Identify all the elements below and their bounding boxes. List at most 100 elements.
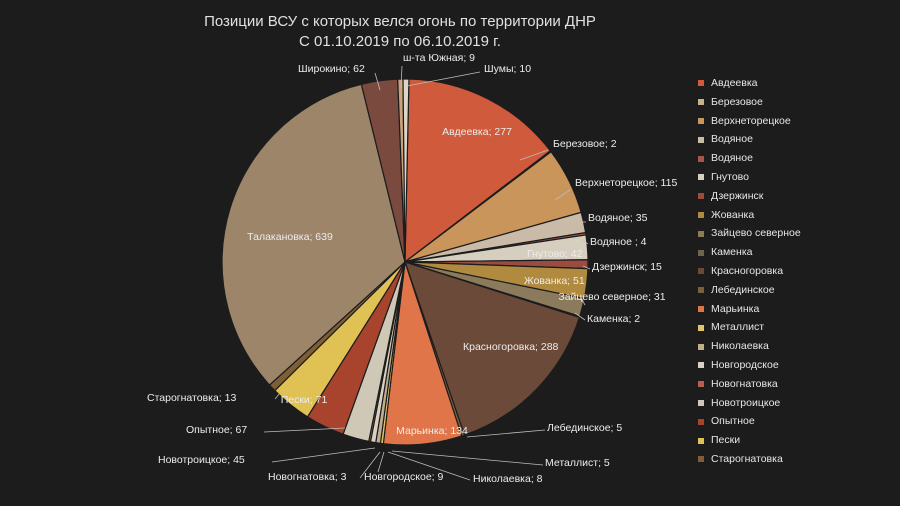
legend-label: Зайцево северное: [711, 227, 801, 240]
legend-item: Старогнатовка: [698, 450, 893, 469]
leader-line: [519, 149, 549, 161]
legend-label: Лебединское: [711, 283, 775, 296]
legend-label: Гнутово: [711, 170, 749, 183]
chart-title: Позиции ВСУ с которых велся огонь по тер…: [150, 12, 650, 52]
slice-label: Авдеевка; 277: [442, 126, 512, 138]
legend-label: Новгородское: [711, 358, 779, 371]
legend-label: Опытное: [711, 415, 755, 428]
legend-item: Лебединское: [698, 281, 893, 300]
slice-label: Березовое; 2: [553, 138, 617, 150]
slice-label: Шумы; 10: [484, 63, 531, 75]
legend-item: Красногоровка: [698, 262, 893, 281]
legend-label: Жованка: [711, 208, 755, 221]
slice-label: Широкино; 62: [298, 63, 365, 75]
legend-item: Гнутово: [698, 168, 893, 187]
slice-label: ш-та Южная; 9: [403, 52, 475, 64]
slice-label: Новогнатовка; 3: [268, 471, 347, 483]
slice-label: Водяное ; 4: [590, 236, 647, 248]
chart-legend: Авдеевка Березовое Верхнеторецкое Водяное Во…: [698, 74, 893, 469]
legend-item: Новотроицкое: [698, 394, 893, 413]
slice-label: Металлист; 5: [545, 457, 610, 469]
legend-item: Марьинка: [698, 300, 893, 319]
legend-swatch: [698, 117, 704, 124]
legend-item: Верхнеторецкое: [698, 112, 893, 131]
leader-line: [271, 447, 376, 463]
slice-label: Зайцево северное; 31: [558, 291, 665, 303]
legend-swatch: [698, 80, 704, 87]
legend-swatch: [698, 362, 704, 369]
legend-swatch: [698, 99, 704, 106]
legend-label: Каменка: [711, 246, 753, 259]
leader-line: [579, 295, 586, 306]
slice-label: Лебединское; 5: [547, 422, 622, 434]
legend-label: Металлист: [711, 321, 765, 334]
legend-label: Дзержинск: [711, 189, 764, 202]
legend-item: Водяное: [698, 130, 893, 149]
slice-label: Верхнеторецкое; 115: [575, 177, 677, 189]
legend-label: Верхнеторецкое: [711, 114, 791, 127]
slice-label: Талакановка; 639: [247, 231, 333, 243]
legend-swatch: [698, 268, 704, 275]
leader-line: [377, 451, 385, 473]
legend-label: Марьинка: [711, 302, 760, 315]
legend-item: Березовое: [698, 93, 893, 112]
legend-swatch: [698, 174, 704, 181]
leader-line: [391, 450, 544, 466]
leader-line: [263, 427, 346, 433]
pie-slice: [221, 83, 406, 386]
legend-swatch: [698, 249, 704, 256]
slice-label: Старогнатовка; 13: [147, 392, 236, 404]
leader-line: [406, 71, 481, 87]
legend-swatch: [698, 381, 704, 388]
legend-swatch: [698, 211, 704, 218]
leader-line: [582, 265, 591, 270]
legend-swatch: [698, 287, 704, 294]
legend-item: Опытное: [698, 412, 893, 431]
legend-item: Пески: [698, 431, 893, 450]
legend-item: Водяное: [698, 149, 893, 168]
leader-line: [574, 312, 586, 321]
legend-label: Красногоровка: [711, 264, 784, 277]
leader-line: [374, 72, 381, 91]
legend-label: Водяное: [711, 133, 753, 146]
slice-label: Марьинка; 134: [396, 425, 468, 437]
slice-label: Пески; 71: [281, 394, 328, 406]
leader-line: [554, 189, 571, 201]
legend-swatch: [698, 193, 704, 200]
slice-label: Дзержинск; 15: [592, 261, 662, 273]
legend-item: Металлист: [698, 318, 893, 337]
legend-swatch: [698, 437, 704, 444]
legend-item: Новогнатовка: [698, 375, 893, 394]
leader-line: [359, 451, 381, 479]
leader-line: [400, 65, 403, 89]
legend-item: Новгородское: [698, 356, 893, 375]
legend-label: Новотроицкое: [711, 396, 781, 409]
chart-title-line-1: Позиции ВСУ с которых велся огонь по тер…: [204, 13, 596, 30]
legend-label: Пески: [711, 434, 741, 447]
legend-swatch: [698, 399, 704, 406]
legend-item: Николаевка: [698, 337, 893, 356]
leader-line: [582, 239, 589, 245]
legend-label: Водяное: [711, 152, 753, 165]
legend-item: Зайцево северное: [698, 224, 893, 243]
slice-label: Жованка; 51: [524, 275, 585, 287]
slice-label: Каменка; 2: [587, 313, 640, 325]
leader-line: [274, 392, 281, 400]
chart-title-line-2: С 01.10.2019 по 06.10.2019 г.: [299, 33, 501, 50]
leader-line: [466, 429, 546, 438]
legend-swatch: [698, 230, 704, 237]
legend-swatch: [698, 136, 704, 143]
slice-label: Новотроицкое; 45: [158, 454, 245, 466]
legend-swatch: [698, 155, 704, 162]
legend-swatch: [698, 343, 704, 350]
legend-swatch: [698, 305, 704, 312]
legend-label: Николаевка: [711, 340, 769, 353]
pie-slice: [402, 78, 410, 263]
legend-item: Каменка: [698, 243, 893, 262]
slice-label: Красногоровка; 288: [463, 341, 559, 353]
legend-label: Авдеевка: [711, 77, 758, 89]
legend-swatch: [698, 324, 704, 331]
leader-line: [387, 451, 471, 481]
